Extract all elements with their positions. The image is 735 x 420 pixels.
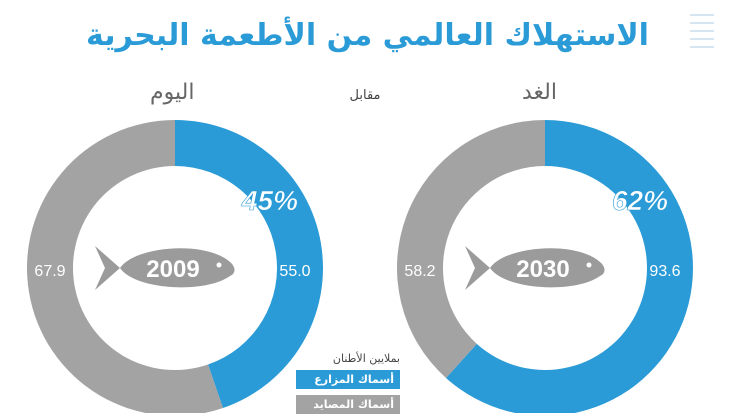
slice-wild: [27, 120, 223, 413]
slice-farm: [446, 120, 693, 413]
percent-label: 45%: [241, 185, 298, 216]
percent-label: 62%: [612, 185, 668, 216]
year-label: 2009: [146, 256, 199, 283]
fish-icon: [465, 246, 605, 290]
decorative-lines: [690, 14, 714, 54]
fish-icon: [95, 246, 235, 290]
value-label-farm: 93.6: [649, 263, 680, 280]
fish-eye-icon: [216, 262, 222, 268]
value-label-wild: 58.2: [404, 263, 435, 280]
value-label-wild: 67.9: [34, 263, 65, 280]
legend-item-farm: أسماك المزارع: [296, 370, 400, 389]
fish-eye-icon: [586, 262, 592, 268]
heading-tomorrow: الغد: [522, 80, 557, 105]
slice-wild: [397, 120, 545, 379]
legend: بملايين الأطنان أسماك المزارع أسماك المص…: [296, 352, 400, 420]
legend-title: بملايين الأطنان: [332, 352, 400, 365]
value-label-farm: 55.0: [279, 263, 310, 280]
slice-farm: [175, 120, 323, 409]
legend-item-wild: أسماك المصايد: [296, 395, 400, 414]
chart-title: الاستهلاك العالمي من الأطعمة البحرية: [86, 18, 649, 53]
year-label: 2030: [516, 256, 569, 283]
versus-label: مقابل: [349, 88, 381, 103]
heading-today: اليوم: [150, 80, 195, 105]
